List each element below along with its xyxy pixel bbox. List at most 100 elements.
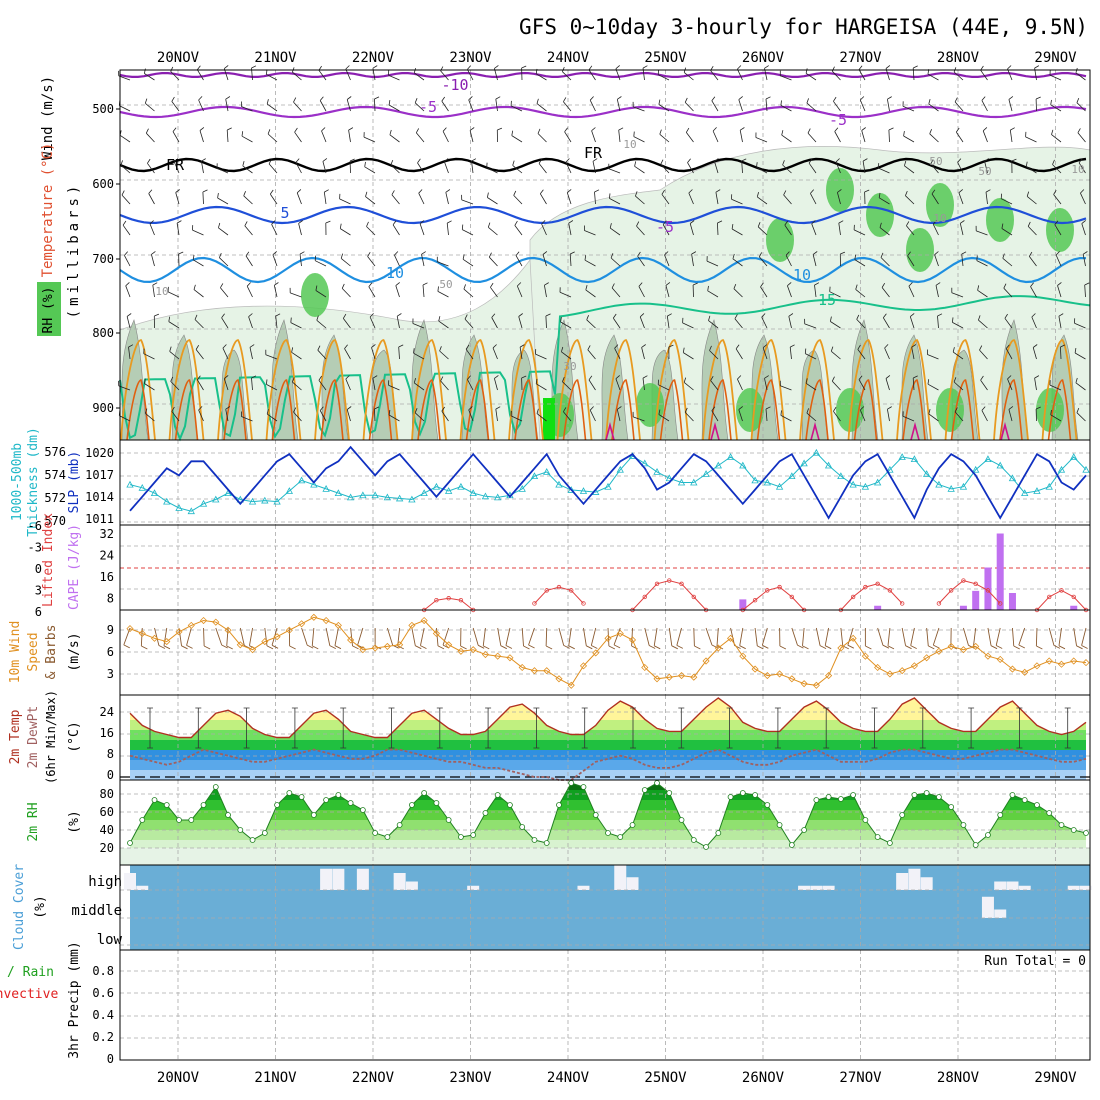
wind-barb <box>609 193 621 205</box>
wind-barb <box>1001 223 1013 236</box>
lifted-index-point <box>789 594 795 600</box>
wind-speed-point <box>1045 657 1053 665</box>
contour-25 <box>1047 379 1072 441</box>
wind-barb <box>344 344 351 360</box>
wind-barb <box>928 98 939 112</box>
wind-barb <box>487 222 498 236</box>
cape-bar <box>874 605 882 610</box>
wind-barb <box>1076 407 1086 422</box>
wind-barb <box>853 224 866 236</box>
rh-point <box>936 794 942 800</box>
thickness-point <box>273 497 281 505</box>
wind-speed-point <box>837 644 845 652</box>
wind-barb <box>321 127 327 143</box>
wind-barb <box>856 314 866 329</box>
rh-point <box>985 832 991 838</box>
rh-band <box>130 840 1086 850</box>
cape-bar <box>1070 605 1078 610</box>
surface-wind-barbs <box>123 627 1088 650</box>
wind-barb <box>538 158 547 174</box>
top-date-27nov: 27NOV <box>839 50 882 66</box>
wind-barb <box>469 127 475 143</box>
slp-tick: 1020 <box>85 446 114 460</box>
wind-barb <box>789 344 795 360</box>
wind-barb <box>388 100 400 112</box>
thickness-point <box>126 480 134 488</box>
wind-barb <box>1081 220 1086 236</box>
wind-speed-point <box>248 646 257 654</box>
minmax-errorbar <box>630 707 636 749</box>
surface-wind-barb <box>607 627 616 650</box>
surface-wind-barb <box>1048 627 1061 649</box>
wind-speed-point <box>383 642 391 650</box>
wind-barb <box>398 344 404 360</box>
surface-wind-barb <box>334 627 342 650</box>
top-date-25nov: 25NOV <box>644 50 687 66</box>
wind-barb <box>804 348 817 360</box>
minmax-errorbar <box>581 707 588 749</box>
wind-barb <box>414 98 425 112</box>
dewpoint-line <box>129 748 1087 781</box>
wind-barb <box>461 224 474 236</box>
wind-barb <box>980 375 988 391</box>
wind-speed-point <box>1070 657 1078 665</box>
thickness-point <box>947 485 955 492</box>
rh-point <box>359 807 366 813</box>
precip-panel: 0.8 0.6 0.4 0.2 0 Run Total = 0 Total / Rain… <box>0 941 1091 1066</box>
wind-barb <box>814 282 820 298</box>
wind-barb <box>732 253 743 267</box>
bottom-date-27nov: 27NOV <box>839 1070 882 1086</box>
contour-label: 30 <box>563 360 576 373</box>
wind-barb <box>1009 127 1015 143</box>
wind-barb <box>958 189 964 205</box>
wind-speed-point <box>555 675 563 683</box>
wind-speed-point <box>224 626 232 634</box>
wind-speed-point <box>420 616 428 625</box>
wind-barb <box>176 220 182 236</box>
wind-speed-point <box>812 681 820 689</box>
cloud-high-bar <box>920 877 933 890</box>
rh-point <box>1046 810 1053 816</box>
rh-point <box>886 840 893 846</box>
wind-barb <box>171 96 180 112</box>
wind-barb <box>535 378 547 391</box>
surface-wind-barb <box>420 627 427 650</box>
wind-speed-point <box>298 620 306 628</box>
wind-barb <box>319 96 327 112</box>
thickness-point <box>579 487 588 494</box>
bottom-date-25nov: 25NOV <box>644 1070 687 1086</box>
wind-barb <box>780 100 792 112</box>
wind-barb <box>512 160 523 174</box>
wind-barb <box>120 160 131 174</box>
wind-barb <box>269 189 278 205</box>
wind-speed-point <box>408 621 416 629</box>
contour-25 <box>417 379 441 441</box>
wind-barb <box>339 193 351 205</box>
contour-30 <box>605 421 615 441</box>
wind-barb <box>486 162 498 174</box>
rh-point <box>617 834 624 840</box>
surface-wind-barb <box>824 627 832 650</box>
contour-20 <box>653 339 690 441</box>
wind-barb <box>660 159 670 174</box>
wind-barb <box>1054 220 1062 236</box>
precip-tick: 0.6 <box>92 986 114 1000</box>
wind-barb <box>616 96 622 112</box>
wind-barb <box>437 286 449 298</box>
wind-barb <box>143 348 155 360</box>
wind-barb <box>289 287 302 298</box>
wind-barb <box>634 161 645 174</box>
wind-barb <box>349 158 355 174</box>
rh-point <box>678 817 685 823</box>
lifted-index-point <box>691 594 696 600</box>
wind-barb <box>779 70 792 81</box>
wind-speed-point <box>1057 660 1066 668</box>
wind-barb <box>858 65 866 81</box>
wind-barb <box>440 376 449 391</box>
thickness-line <box>129 452 1087 512</box>
cape-tick: 8 <box>107 592 114 606</box>
wind-barb <box>710 375 719 391</box>
wind-barb <box>266 379 278 391</box>
wind-barb <box>465 344 474 360</box>
